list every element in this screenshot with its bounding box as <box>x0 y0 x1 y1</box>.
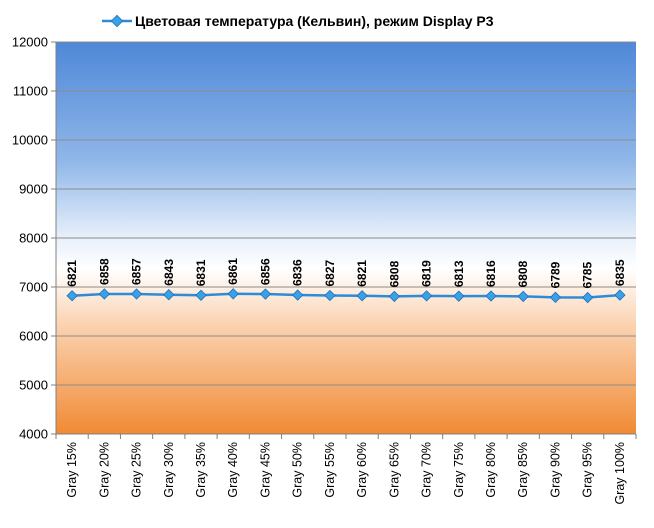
x-tick-label: Gray 25% <box>130 442 144 498</box>
data-label: 6819 <box>420 260 434 287</box>
x-tick-label: Gray 50% <box>291 442 305 498</box>
legend-marker <box>110 14 124 28</box>
data-point <box>356 290 368 302</box>
x-tick-label: Gray 65% <box>387 442 401 498</box>
data-label: 6836 <box>291 259 305 286</box>
x-tick-label: Gray 35% <box>194 442 208 498</box>
data-label: 6856 <box>258 258 272 285</box>
data-point <box>453 290 465 302</box>
y-tick-label: 10000 <box>12 133 48 148</box>
data-label: 6789 <box>548 261 562 288</box>
data-point <box>420 290 433 302</box>
x-tick-label: Gray 90% <box>548 442 562 498</box>
data-point <box>195 289 207 301</box>
data-label: 6816 <box>484 260 498 287</box>
y-tick-label: 11000 <box>13 84 48 99</box>
data-point <box>517 290 529 303</box>
x-tick-label: Gray 20% <box>97 442 111 498</box>
data-label: 6813 <box>452 260 466 287</box>
data-point <box>324 289 336 302</box>
data-point <box>549 291 562 303</box>
data-label: 6835 <box>613 259 627 286</box>
x-tick-label: Gray 55% <box>323 442 337 498</box>
data-point <box>130 288 143 300</box>
legend-label: Цветовая температура (Кельвин), режим Di… <box>135 13 494 29</box>
data-point <box>66 290 78 302</box>
x-tick-label: Gray 45% <box>258 442 272 498</box>
x-tick-label: Gray 30% <box>162 442 176 498</box>
y-tick-label: 8000 <box>19 231 48 246</box>
x-tick-label: Gray 70% <box>420 442 434 498</box>
data-labels: 6821 6858 6857 6843 6831 6861 6856 6836 6827 6821… <box>65 258 627 289</box>
data-label: 6808 <box>387 260 401 287</box>
y-tick-label: 6000 <box>19 329 48 344</box>
data-label: 6831 <box>194 259 208 286</box>
data-label: 6827 <box>323 259 337 286</box>
x-tick-label: Gray 75% <box>452 442 466 498</box>
data-label: 6861 <box>226 258 240 285</box>
x-tick-label: Gray 80% <box>484 442 498 498</box>
data-label: 6821 <box>355 260 369 287</box>
y-tick-label: 4000 <box>19 427 48 442</box>
data-point <box>259 288 272 300</box>
data-point <box>163 289 175 301</box>
data-label: 6858 <box>97 258 111 285</box>
data-label: 6808 <box>516 260 530 287</box>
y-tick-label: 5000 <box>19 378 48 393</box>
y-tick-label: 12000 <box>12 35 48 50</box>
y-axis: 4000 5000 6000 7000 8000 9000 10000 11000 12000 <box>12 35 57 442</box>
data-point <box>614 289 626 301</box>
x-tick-label: Gray 15% <box>65 442 79 498</box>
x-axis: Gray 15% Gray 20% Gray 25% Gray 30% Gray 35%… <box>55 433 637 505</box>
legend: Цветовая температура (Кельвин), режим Di… <box>102 13 494 29</box>
x-tick-label: Gray 95% <box>581 442 595 498</box>
data-label: 6857 <box>130 258 144 285</box>
data-point <box>485 290 497 302</box>
series-line <box>66 288 626 304</box>
data-label: 6843 <box>162 259 176 286</box>
data-point <box>388 290 400 303</box>
y-tick-label: 9000 <box>19 182 48 197</box>
data-point <box>582 291 594 304</box>
y-tick-label: 7000 <box>19 280 48 295</box>
data-point <box>292 289 304 301</box>
x-tick-label: Gray 85% <box>516 442 530 498</box>
x-tick-label: Gray 100% <box>613 442 627 505</box>
data-label: 6785 <box>581 262 595 289</box>
data-point <box>98 288 110 300</box>
x-tick-label: Gray 40% <box>226 442 240 498</box>
data-point <box>227 288 239 300</box>
data-label: 6821 <box>65 260 79 287</box>
x-tick-label: Gray 60% <box>355 442 369 498</box>
